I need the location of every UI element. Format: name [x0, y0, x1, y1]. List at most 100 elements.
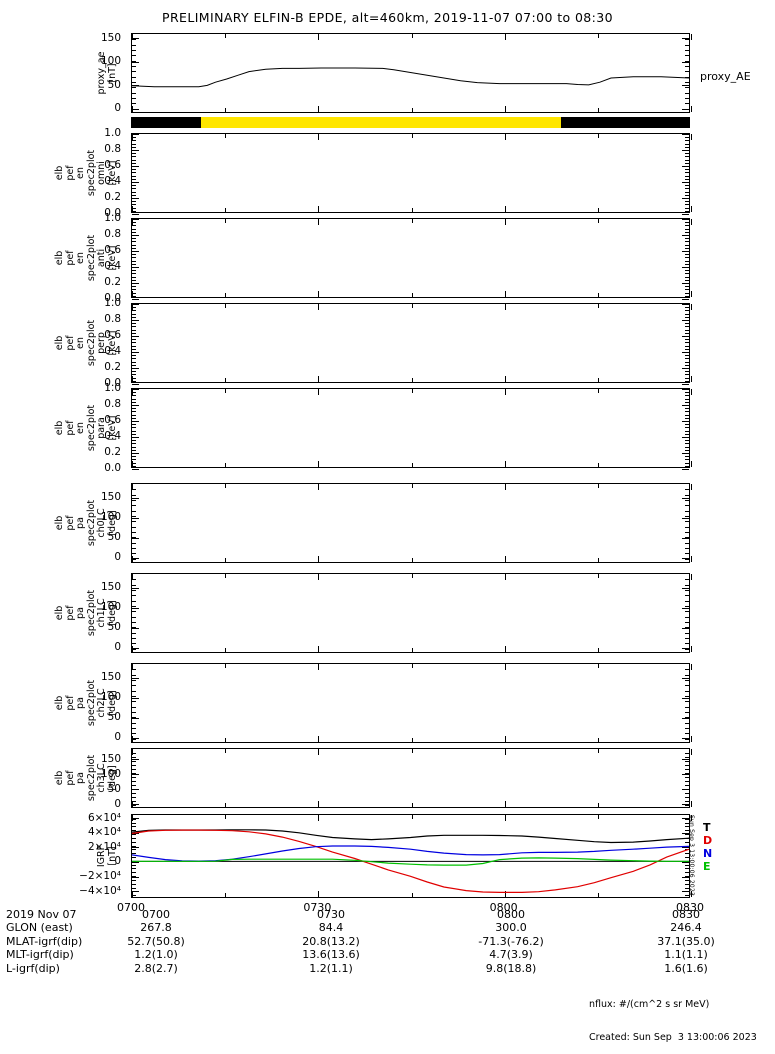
y-major-tick [132, 38, 139, 40]
y-minor-tick [685, 669, 689, 671]
annotation-row-label: GLON (east) [6, 921, 73, 935]
x-tick [411, 389, 413, 393]
x-tick [318, 376, 320, 382]
y-minor-tick [132, 437, 136, 438]
y-minor-tick [132, 826, 136, 828]
x-tick [504, 389, 506, 395]
y-tick-label: 0.0 [104, 291, 121, 304]
y-minor-tick [132, 542, 136, 544]
y-minor-tick [685, 292, 689, 294]
y-minor-tick [132, 622, 136, 623]
y-major-tick [132, 847, 139, 849]
x-tick [597, 749, 599, 753]
y-minor-tick [685, 427, 689, 429]
y-minor-tick [132, 876, 136, 878]
x-tick [597, 558, 599, 562]
y-minor-tick [132, 801, 136, 802]
y-minor-tick [132, 358, 136, 360]
annotation-row-label: L-igrf(dip) [6, 961, 60, 975]
y-minor-tick [685, 453, 689, 454]
y-minor-tick [685, 757, 689, 758]
y-minor-tick [132, 872, 136, 874]
annotation-row-label: MLAT-igrf(dip) [6, 934, 83, 948]
y-minor-tick [685, 55, 689, 57]
y-tick-label: 0.6 [104, 243, 121, 256]
x-tick [225, 219, 227, 223]
y-minor-tick [685, 326, 689, 328]
x-tick [691, 736, 692, 742]
y-minor-tick [132, 722, 136, 724]
x-tick [225, 574, 227, 578]
y-minor-tick [685, 380, 689, 382]
y-minor-tick [685, 532, 689, 533]
x-tick [504, 484, 506, 490]
y-minor-tick [685, 355, 689, 357]
y-minor-tick [685, 143, 689, 145]
x-tick [132, 815, 133, 821]
y-major-tick [682, 677, 689, 679]
x-tick [132, 304, 133, 310]
y-minor-tick [132, 489, 136, 491]
y-tick-label: 0.4 [104, 174, 121, 187]
x-tick [411, 574, 413, 578]
y-major-tick [682, 557, 689, 559]
y-minor-tick [132, 834, 136, 836]
y-major-tick [132, 61, 139, 63]
y-minor-tick [132, 361, 136, 363]
y-minor-tick [685, 872, 689, 874]
panel-epde-en-para [131, 388, 692, 470]
y-minor-tick [132, 516, 136, 517]
y-minor-tick [132, 222, 136, 224]
x-tick [318, 801, 320, 807]
y-minor-tick [685, 414, 689, 416]
x-tick [504, 664, 506, 670]
x-tick [318, 106, 320, 112]
x-tick [691, 304, 692, 310]
annotation-value: 1.1(1.1) [664, 948, 708, 962]
y-minor-tick [132, 50, 136, 51]
day-night-bar [131, 117, 690, 128]
y-minor-tick [685, 558, 689, 560]
y-minor-tick [132, 355, 136, 357]
y-tick-label: 0.6 [104, 328, 121, 341]
annotation-row-label: MLT-igrf(dip) [6, 948, 74, 962]
y-minor-tick [132, 225, 136, 227]
y-minor-tick [132, 443, 136, 445]
day-night-segment [200, 117, 562, 128]
y-minor-tick [132, 55, 136, 57]
y-minor-tick [132, 175, 136, 177]
y-minor-tick [685, 891, 689, 893]
x-tick [225, 134, 227, 138]
panel-proxy-ae [131, 33, 692, 113]
y-minor-tick [132, 276, 136, 278]
x-tick [318, 206, 320, 212]
y-minor-tick [132, 505, 136, 507]
y-minor-tick [132, 279, 136, 281]
igrf-traces [132, 829, 689, 894]
y-tick-label: 150 [100, 580, 121, 593]
y-minor-tick [685, 430, 689, 432]
y-tick-labels-epde-en-para: 1.0 0.8 0.6 0.4 0.2 0.0 [0, 383, 126, 473]
y-minor-tick [132, 465, 136, 467]
y-tick-label: 1.0 [104, 296, 121, 309]
y-minor-tick [132, 462, 136, 464]
x-tick [132, 484, 133, 490]
y-minor-tick [685, 405, 689, 406]
y-minor-tick [685, 260, 689, 262]
y-major-tick [682, 303, 689, 305]
y-major-tick [682, 388, 689, 390]
y-minor-tick [132, 685, 136, 687]
y-major-tick [132, 383, 139, 385]
y-minor-tick [132, 648, 136, 650]
y-minor-tick [685, 648, 689, 650]
y-minor-tick [132, 590, 136, 591]
y-minor-tick [685, 765, 689, 766]
y-tick-label: 0.2 [104, 190, 121, 203]
x-tick [318, 736, 320, 742]
y-minor-tick [685, 241, 689, 243]
annotation-row: 2019 Nov 07 0700 0730 0800 0830 [6, 908, 770, 921]
y-tick-label: 50 [107, 620, 121, 633]
y-minor-tick [132, 510, 136, 512]
y-minor-tick [132, 307, 136, 309]
x-tick [691, 219, 692, 225]
